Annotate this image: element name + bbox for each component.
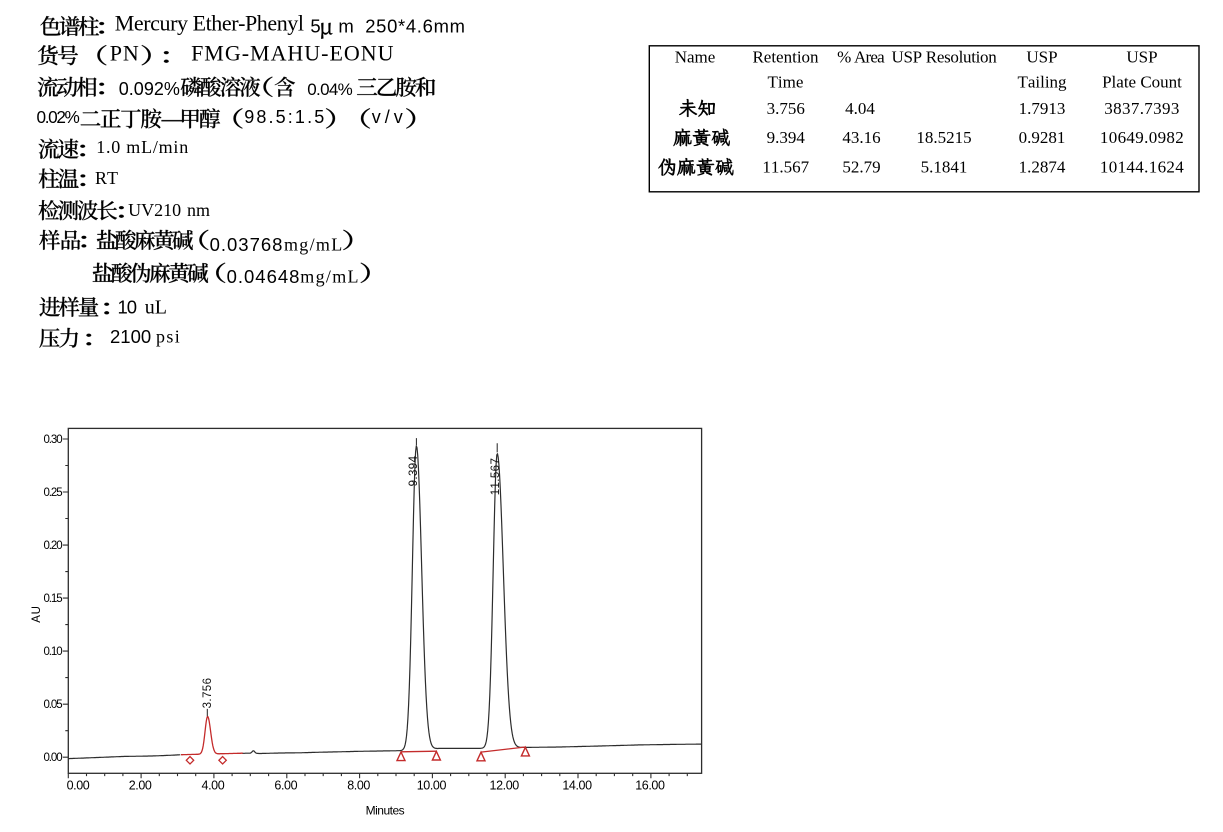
svg-text:FMG-MAHU-EONU: FMG-MAHU-EONU xyxy=(191,41,394,66)
svg-text:43.16: 43.16 xyxy=(842,128,880,147)
svg-text:9.394: 9.394 xyxy=(408,455,420,486)
svg-text:10.00: 10.00 xyxy=(417,779,447,793)
svg-text:10144.1624: 10144.1624 xyxy=(1100,158,1184,177)
svg-text:0.30: 0.30 xyxy=(44,434,63,446)
svg-text:9.394: 9.394 xyxy=(767,128,806,147)
svg-text:uL: uL xyxy=(145,297,167,319)
svg-text:0.00: 0.00 xyxy=(67,779,90,793)
svg-text:psi: psi xyxy=(156,327,181,347)
svg-text:0.00: 0.00 xyxy=(44,752,63,764)
svg-text:5.1841: 5.1841 xyxy=(921,158,968,177)
svg-text:4.04: 4.04 xyxy=(845,99,875,118)
svg-text:AU: AU xyxy=(31,605,43,623)
svg-text:mg/mL: mg/mL xyxy=(284,235,344,255)
svg-text:250*4.6mm: 250*4.6mm xyxy=(365,16,465,37)
svg-text:UV210: UV210 xyxy=(128,200,181,220)
svg-text:USP: USP xyxy=(1026,48,1057,67)
svg-text:Plate Count: Plate Count xyxy=(1102,72,1182,91)
svg-text:RT: RT xyxy=(95,168,118,188)
svg-text:0.9281: 0.9281 xyxy=(1019,128,1066,147)
svg-text:0.05: 0.05 xyxy=(44,699,63,711)
svg-text:18.5215: 18.5215 xyxy=(916,128,971,147)
svg-text:v/v: v/v xyxy=(372,107,407,127)
svg-text:0.25: 0.25 xyxy=(44,487,63,499)
svg-text:Time: Time xyxy=(768,72,804,91)
svg-text:0.04648: 0.04648 xyxy=(227,266,301,287)
svg-text:USP: USP xyxy=(1126,48,1157,67)
svg-text:10: 10 xyxy=(118,296,137,317)
svg-text:mg/mL: mg/mL xyxy=(300,267,360,287)
svg-text:3.756: 3.756 xyxy=(202,678,214,709)
svg-text:1.7913: 1.7913 xyxy=(1019,99,1066,118)
svg-text:0.15: 0.15 xyxy=(44,593,63,605)
svg-text:98.5:1.5: 98.5:1.5 xyxy=(244,107,326,127)
svg-text:1.2874: 1.2874 xyxy=(1019,158,1066,177)
svg-text:10649.0982: 10649.0982 xyxy=(1100,128,1184,147)
svg-text:52.79: 52.79 xyxy=(842,158,880,177)
svg-text:3837.7393: 3837.7393 xyxy=(1104,99,1179,118)
svg-text:% Area: % Area xyxy=(837,48,885,67)
svg-text:0.04%: 0.04% xyxy=(307,80,352,99)
svg-text:11.567: 11.567 xyxy=(490,458,502,496)
svg-text:Name: Name xyxy=(675,48,716,67)
svg-text:5: 5 xyxy=(310,16,320,37)
svg-text:14.00: 14.00 xyxy=(562,779,592,793)
svg-text:m: m xyxy=(338,16,353,37)
svg-text:8.00: 8.00 xyxy=(347,779,370,793)
svg-text:3.756: 3.756 xyxy=(767,99,805,118)
svg-text:0.10: 0.10 xyxy=(44,646,63,658)
svg-text:PN: PN xyxy=(110,41,140,66)
svg-text:0.02%: 0.02% xyxy=(37,107,80,127)
svg-text:2100: 2100 xyxy=(110,326,151,347)
svg-text:Mercury Ether-Phenyl: Mercury Ether-Phenyl xyxy=(115,10,304,35)
svg-text:USP Resolution: USP Resolution xyxy=(892,48,998,67)
svg-text:0.20: 0.20 xyxy=(44,540,63,552)
svg-text:11.567: 11.567 xyxy=(762,158,809,177)
svg-text:Tailing: Tailing xyxy=(1017,72,1067,91)
svg-text:1.0 mL/min: 1.0 mL/min xyxy=(96,137,189,157)
svg-text:12.00: 12.00 xyxy=(490,779,520,793)
svg-text:0.092%: 0.092% xyxy=(119,79,180,99)
svg-text:4.00: 4.00 xyxy=(202,779,225,793)
svg-text:6.00: 6.00 xyxy=(274,779,297,793)
svg-text:nm: nm xyxy=(187,200,210,220)
svg-text:2.00: 2.00 xyxy=(129,779,152,793)
svg-text:0.03768: 0.03768 xyxy=(210,234,284,255)
svg-text:Minutes: Minutes xyxy=(366,804,405,818)
svg-text:16.00: 16.00 xyxy=(635,779,665,793)
svg-text:Retention: Retention xyxy=(752,48,819,67)
